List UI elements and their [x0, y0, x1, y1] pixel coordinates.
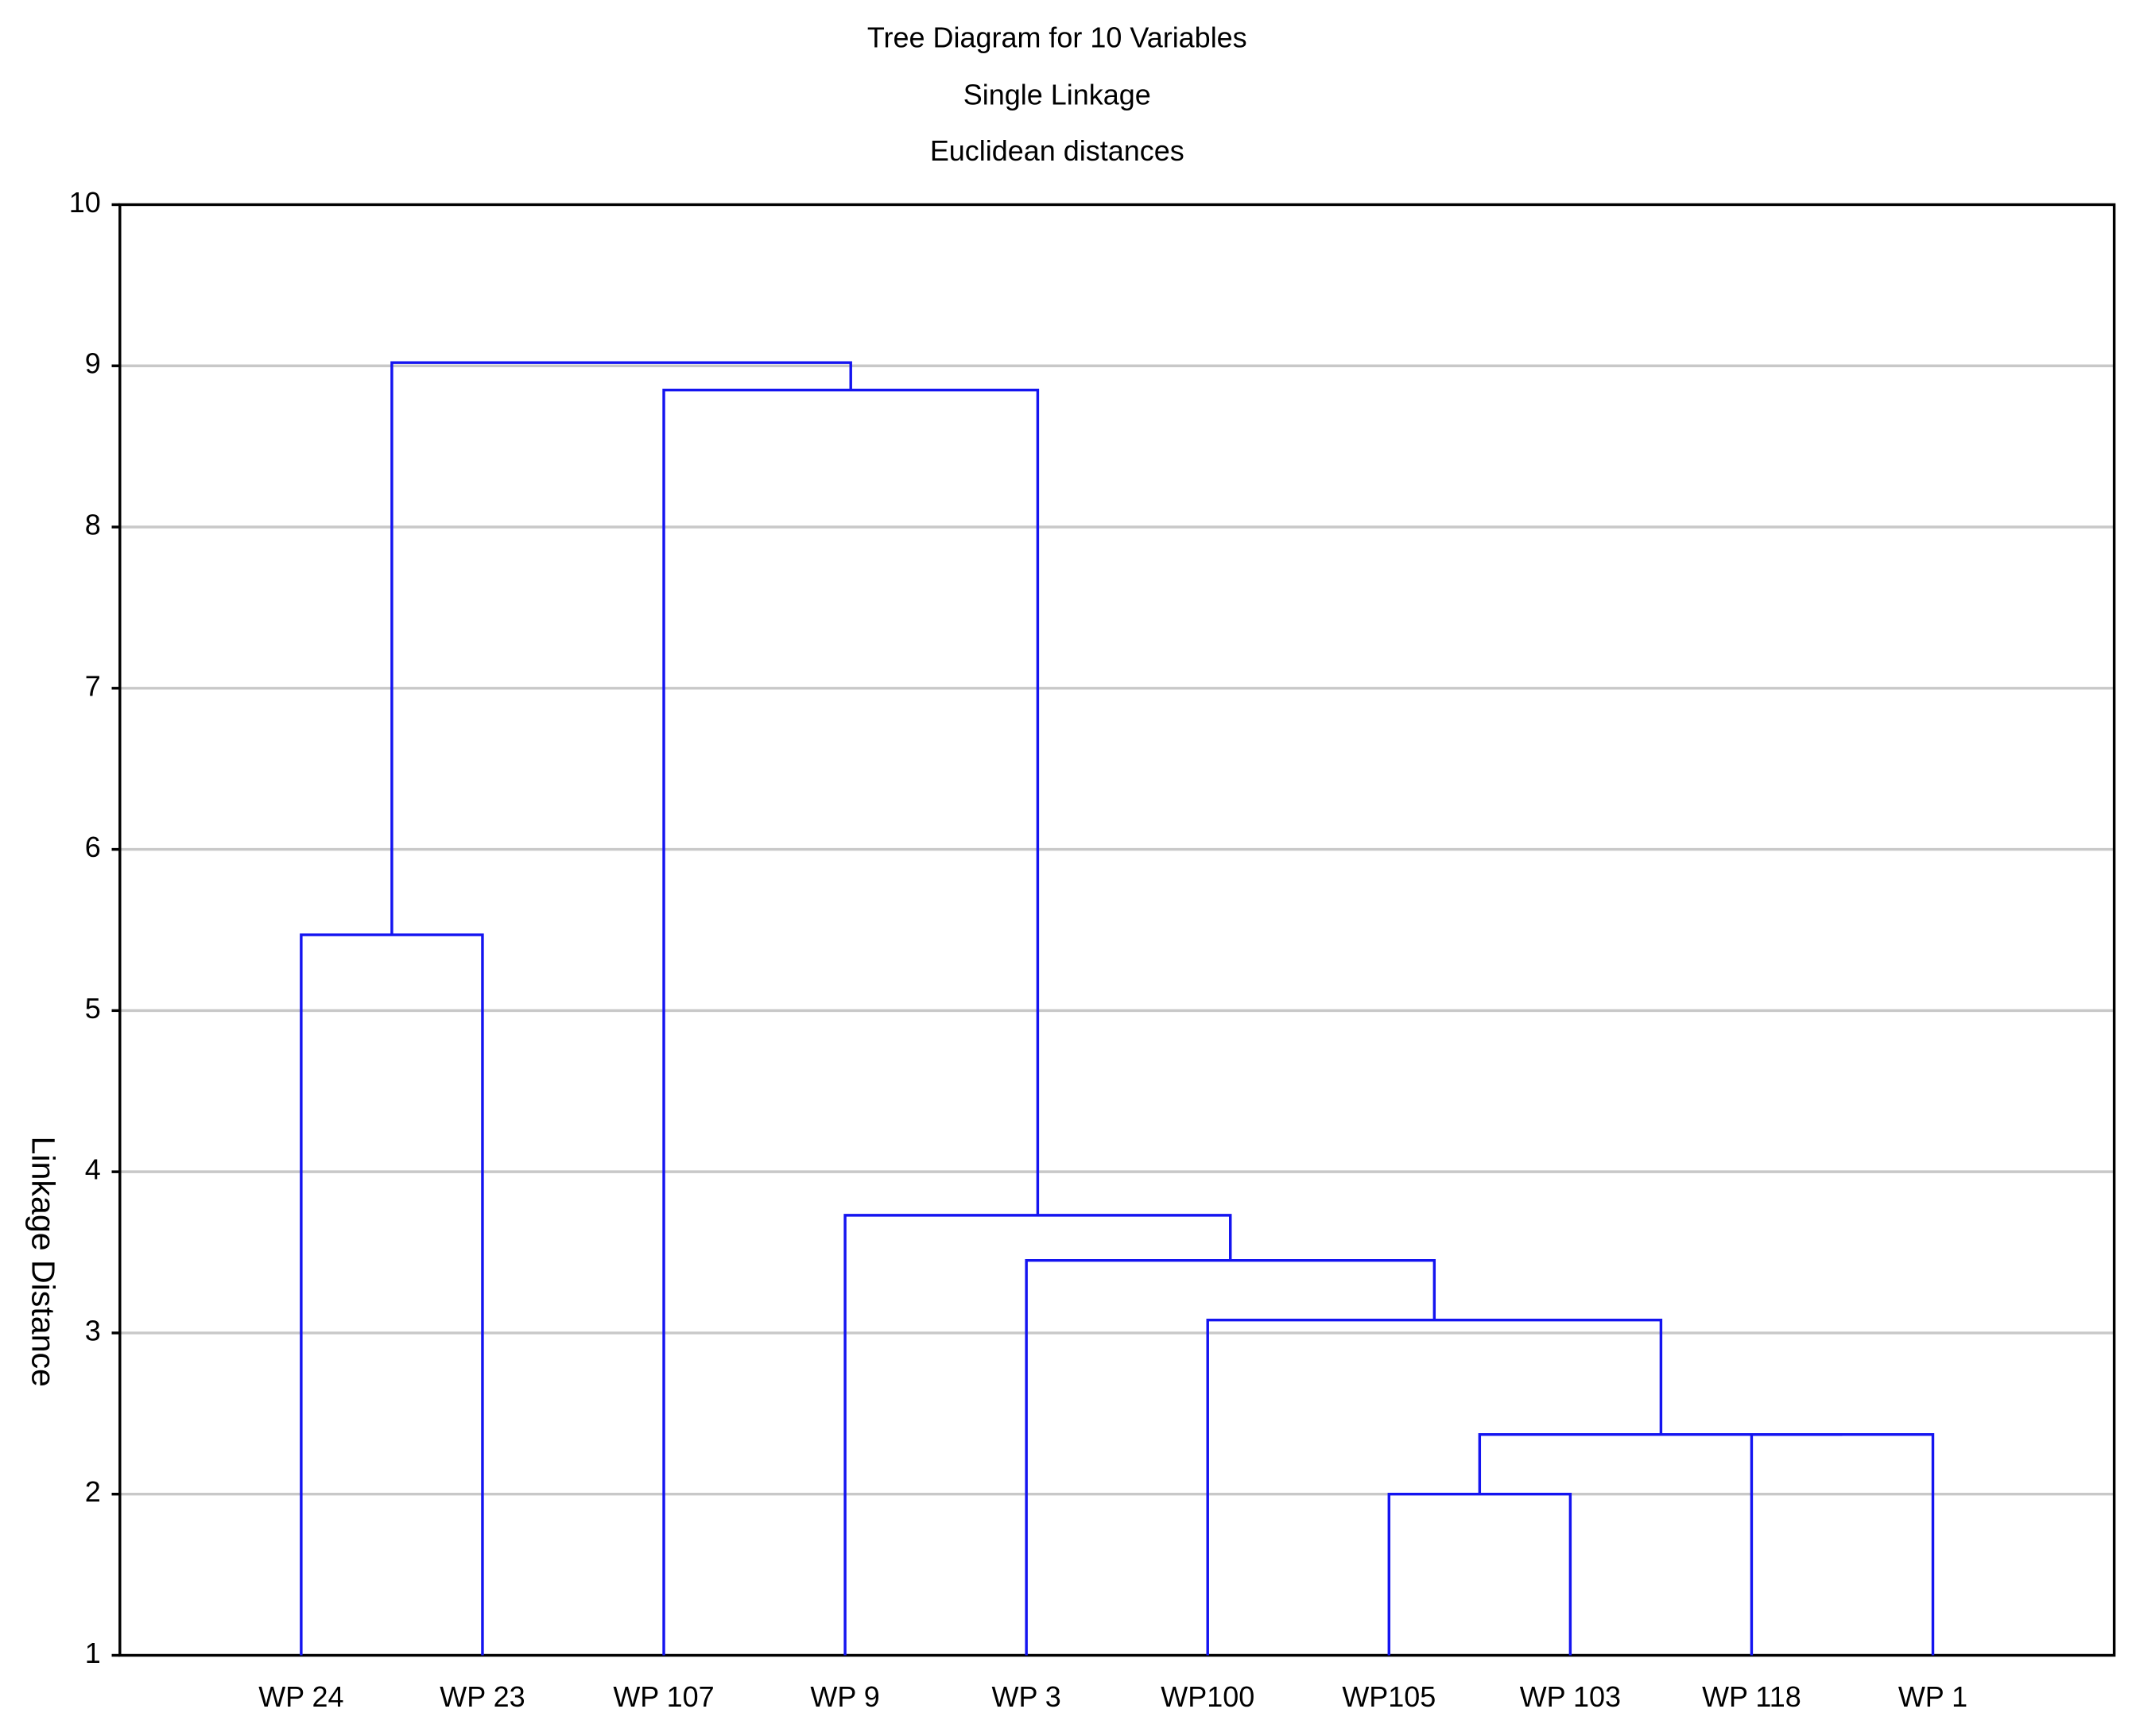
- plot-frame: [118, 203, 2116, 1657]
- y-tick-label: 6: [85, 831, 101, 863]
- y-tick-label: 1: [85, 1637, 101, 1669]
- x-tick-label: WP 103: [1520, 1680, 1621, 1713]
- x-tick-label: WP 9: [810, 1680, 879, 1713]
- y-tick-label: 10: [69, 186, 101, 219]
- chart-subtitle: Single Linkage: [963, 79, 1151, 111]
- y-axis-label: Linkage Distance: [25, 1137, 62, 1387]
- chart-subtitle: Euclidean distances: [930, 134, 1184, 167]
- x-tick-label: WP 107: [613, 1680, 714, 1713]
- chart-title: Tree Diagram for 10 Variables: [867, 21, 1247, 54]
- x-tick-label: WP 118: [1702, 1680, 1801, 1713]
- y-tick-label: 3: [85, 1314, 101, 1347]
- y-tick-label: 9: [85, 347, 101, 380]
- y-tick-label: 5: [85, 992, 101, 1025]
- dendrogram-link: [1750, 1432, 1935, 1656]
- dendrogram-link: [1387, 1492, 1572, 1656]
- x-tick-label: WP105: [1342, 1680, 1436, 1713]
- dendrogram-link: [1206, 1318, 1663, 1656]
- x-tick-label: WP 1: [1898, 1680, 1967, 1713]
- y-tick-label: 7: [85, 669, 101, 702]
- dendrogram-link: [390, 361, 852, 936]
- x-tick-label: WP 24: [258, 1680, 343, 1713]
- y-tick-label: 8: [85, 509, 101, 541]
- x-tick-label: WP100: [1161, 1680, 1254, 1713]
- y-tick-label: 4: [85, 1153, 101, 1186]
- x-tick-label: WP 23: [440, 1680, 525, 1713]
- dendrogram-link: [1478, 1432, 1843, 1494]
- y-tick-label: 2: [85, 1475, 101, 1508]
- x-tick-label: WP 3: [992, 1680, 1061, 1713]
